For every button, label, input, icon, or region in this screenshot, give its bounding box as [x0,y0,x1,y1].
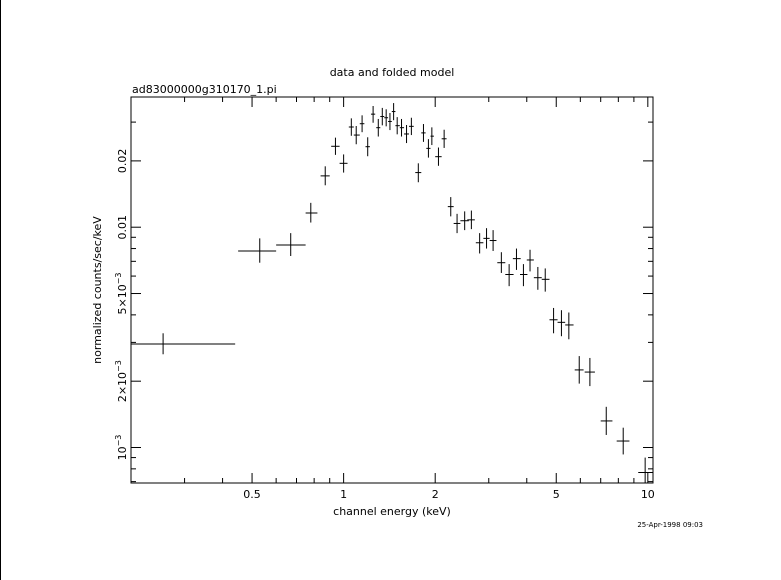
y-tick-label: 0.02 [116,149,129,174]
data-point [453,213,461,234]
data-point [370,105,376,123]
data-point [526,249,534,272]
data-point [131,333,236,355]
data-point [489,230,497,251]
data-point [395,117,400,135]
data-point [616,427,630,455]
x-axis-label: channel energy (keV) [333,505,451,518]
y-tick-label: 0.01 [116,215,129,240]
data-point [404,125,409,144]
data-point [441,129,447,148]
data-point [460,211,469,231]
y-tick-label: 10−3 [114,435,129,461]
data-point [408,117,414,136]
data-point [467,210,475,230]
data-point [447,197,454,217]
data-point [574,356,584,384]
data-point [384,109,389,127]
x-tick-label: 2 [432,488,439,501]
x-tick-label: 5 [553,488,560,501]
x-tick-label: 10 [641,488,655,501]
data-point [365,137,370,157]
data-point [557,310,566,337]
data-point [497,252,506,273]
data-point [376,118,381,137]
data-points [131,103,653,483]
data-point [359,115,365,133]
x-tick-labels: 0.5 1 2 5 10 [243,488,655,501]
data-point [391,103,396,121]
data-point [380,107,385,126]
data-point [475,233,484,254]
chart-title: data and folded model [330,66,455,79]
data-point [533,266,542,290]
x-tick-label: 1 [340,488,347,501]
data-point [353,126,360,145]
data-point [339,154,348,173]
data-point [276,233,306,257]
chart-subtitle: ad83000000g310170_1.pi [132,83,277,96]
data-point [512,248,521,270]
data-point [483,228,490,249]
timestamp: 25-Apr-1998 09:03 [637,521,703,529]
data-point [549,307,558,334]
data-point [638,457,653,483]
x-tick-label: 0.5 [243,488,261,501]
data-point [320,166,330,186]
data-point [541,268,550,292]
data-point [435,147,442,166]
data-point [388,112,392,131]
y-tick-labels: 10−3 2×10−3 5×10−3 0.01 0.02 [114,149,129,461]
plot-frame [130,96,654,484]
data-point [331,137,340,155]
data-point [421,124,426,142]
data-point [305,202,318,223]
data-point [565,312,574,340]
data-point [426,139,431,158]
data-point [505,264,514,287]
y-tick-label: 5×10−3 [114,273,129,315]
axis-ticks [130,97,653,483]
data-point [348,118,354,136]
data-point [238,238,277,263]
data-point [430,127,434,146]
data-point [584,357,595,387]
data-point [600,406,613,435]
data-point [519,264,528,287]
y-tick-label: 2×10−3 [114,360,129,402]
data-point [399,118,405,137]
y-axis-label: normalized counts/sec/keV [91,216,104,364]
data-point [415,163,422,183]
